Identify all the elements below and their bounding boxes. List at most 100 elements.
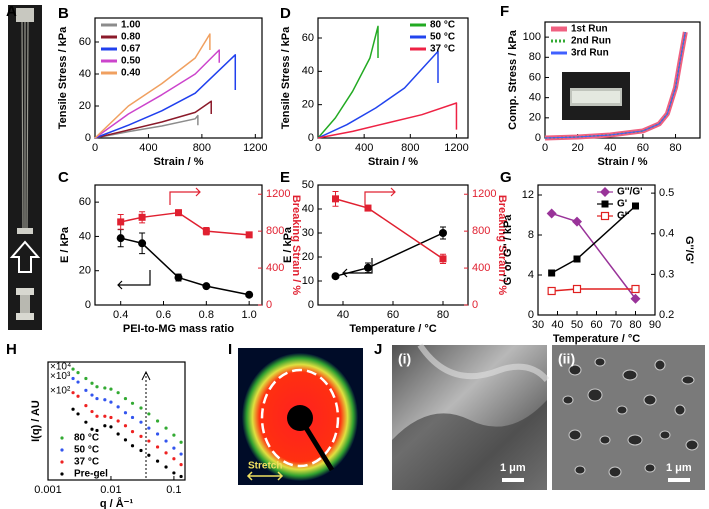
marker xyxy=(172,457,176,461)
series-line xyxy=(94,100,212,139)
marker xyxy=(130,401,135,405)
y-tick-label: 80 xyxy=(529,51,541,63)
y-tick-label: 40 xyxy=(302,65,314,77)
marker xyxy=(601,200,609,208)
y2-tick-label: 400 xyxy=(266,262,284,274)
x-tick-label: 1200 xyxy=(243,142,267,154)
panel-label: I xyxy=(228,341,232,358)
y-axis-title: E / kPa xyxy=(59,226,71,263)
marker xyxy=(90,393,94,397)
x-axis-title: Temperature / °C xyxy=(349,323,436,335)
y-tick-label: 20 xyxy=(529,112,541,124)
marker xyxy=(103,386,107,390)
marker xyxy=(439,255,447,263)
y2-tick-label: 0.2 xyxy=(659,309,674,321)
legend-label: G' xyxy=(617,199,627,210)
marker xyxy=(95,396,99,401)
marker xyxy=(600,187,610,197)
marker xyxy=(172,446,176,450)
y2-tick-label: 0 xyxy=(472,299,478,311)
marker xyxy=(71,391,75,395)
marker xyxy=(138,239,147,248)
series-line xyxy=(551,212,637,300)
y-axis-title: Tensile Stress / kPa xyxy=(57,26,69,129)
x-tick-label: 1200 xyxy=(444,142,468,154)
marker xyxy=(172,471,176,475)
y-tick-label: 0 xyxy=(528,309,534,321)
legend-label: 80 °C xyxy=(430,20,455,31)
marker xyxy=(116,391,120,395)
marker xyxy=(84,420,88,424)
y-tick-label: 10 xyxy=(302,275,314,287)
marker xyxy=(71,376,75,381)
marker xyxy=(174,273,183,282)
y-tick-label: 50 xyxy=(302,179,314,191)
marker xyxy=(84,388,88,392)
series-line xyxy=(551,288,636,292)
y-tick-label: 40 xyxy=(302,203,314,215)
legend-label: 0.80 xyxy=(121,32,141,43)
x-tick-label: 0.01 xyxy=(100,484,121,496)
y2-axis-title: Breaking Strain / % xyxy=(496,195,508,295)
legend-label: G'' xyxy=(617,211,630,222)
x-tick-label: 90 xyxy=(649,319,661,331)
panel-label: H xyxy=(6,341,17,358)
x-tick-label: 0.4 xyxy=(113,309,128,321)
x-tick-label: 60 xyxy=(387,309,399,321)
marker xyxy=(147,412,151,416)
marker xyxy=(179,452,183,456)
marker xyxy=(202,282,211,291)
legend-label: 50 °C xyxy=(74,445,99,456)
marker xyxy=(139,448,143,453)
y-tick-label: 0 xyxy=(85,132,91,144)
marker xyxy=(117,218,125,226)
y-tick-label: 100 xyxy=(523,31,541,43)
legend-label: 0.50 xyxy=(121,56,141,67)
marker xyxy=(572,216,582,227)
series-line xyxy=(317,102,458,139)
marker xyxy=(179,440,183,444)
y-axis-title: Tensile Stress / kPa xyxy=(280,26,292,129)
marker xyxy=(139,420,143,424)
y-tick-label: 30 xyxy=(302,227,314,239)
marker xyxy=(546,208,557,219)
y-tick-label: 60 xyxy=(529,71,541,83)
y-axis-title: Comp. Stress / kPa xyxy=(507,29,519,130)
legend-label: 0.67 xyxy=(121,44,141,55)
y-tick-label: 0 xyxy=(535,132,541,144)
plot-frame xyxy=(94,184,263,306)
legend-label: Pre-gel xyxy=(74,469,108,480)
y2-tick-label: 800 xyxy=(266,225,284,237)
y-tick-label: 20 xyxy=(79,265,91,277)
legend-label: G''/G' xyxy=(617,187,642,198)
marker xyxy=(76,394,80,398)
x-tick-label: 50 xyxy=(571,319,583,331)
y2-tick-label: 1200 xyxy=(472,188,496,200)
marker xyxy=(331,272,340,281)
series-line xyxy=(317,25,379,139)
marker xyxy=(164,465,168,469)
marker xyxy=(179,463,183,467)
y2-axis-title: G''/G' xyxy=(683,236,695,264)
saxs-pattern xyxy=(238,348,363,485)
x-tick-label: 0 xyxy=(315,142,321,154)
x-tick-label: 80 xyxy=(629,319,641,331)
legend-label: 0.40 xyxy=(121,68,141,79)
series-line xyxy=(335,198,444,260)
series-line xyxy=(335,232,444,277)
marker xyxy=(76,380,80,384)
y2-tick-label: 400 xyxy=(472,262,490,274)
marker xyxy=(123,424,128,428)
x-tick-label: 70 xyxy=(610,319,622,331)
x-tick-label: 40 xyxy=(337,309,349,321)
annotation: ×10² xyxy=(50,385,71,396)
plot-frame xyxy=(317,184,469,306)
marker xyxy=(60,436,64,440)
marker xyxy=(116,234,125,243)
x-tick-label: 800 xyxy=(401,142,419,154)
y-axis-title: E / kPa xyxy=(282,226,294,263)
plot-frame xyxy=(47,361,186,481)
panel-label: G xyxy=(500,169,512,186)
marker xyxy=(130,415,135,420)
